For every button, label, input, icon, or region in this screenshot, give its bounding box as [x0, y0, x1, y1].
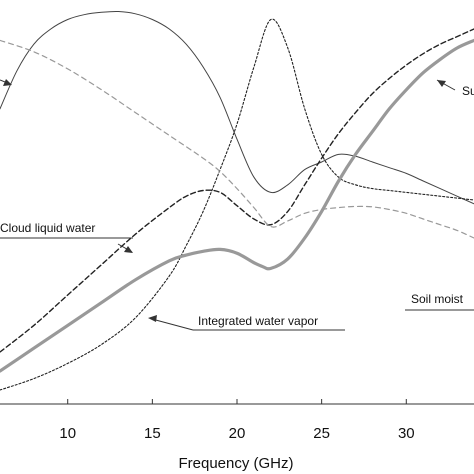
series-layer — [0, 10, 474, 391]
x-tick-label-20: 20 — [229, 425, 246, 442]
x-tick-label-15: 15 — [144, 425, 161, 442]
annotation-arrowhead-su — [437, 80, 446, 87]
x-axis-title: Frequency (GHz) — [178, 455, 293, 472]
series-line-soil-moist-3 — [0, 39, 474, 239]
annotation-integrated-water-vapor: Integrated water vapor — [198, 314, 318, 328]
series-line-integrated-water-vapor-2 — [0, 18, 474, 391]
annotation-su: Su — [462, 84, 474, 98]
x-tick-label-25: 25 — [313, 425, 330, 442]
x-tick-label-30: 30 — [398, 425, 415, 442]
annotation-cloud-liquid-water: Cloud liquid water — [0, 221, 95, 235]
series-line-cloud-liquid-water-1 — [0, 28, 474, 353]
annotation-leader-iwv-arrow — [151, 318, 194, 331]
x-tick-label-10: 10 — [59, 425, 76, 442]
annotation-arrowhead-left — [3, 79, 12, 86]
series-line-su-0 — [0, 10, 474, 205]
annotation-soil-moist: Soil moist — [411, 292, 464, 306]
x-ticks: 10 15 20 25 30 — [59, 399, 415, 442]
annotations: Su Cloud liquid water Integrated water v… — [0, 79, 474, 331]
annotation-arrowhead-iwv — [148, 315, 157, 322]
annotation-arrowhead-cloud — [124, 246, 133, 253]
series-line-unlabeled-4 — [0, 38, 474, 373]
